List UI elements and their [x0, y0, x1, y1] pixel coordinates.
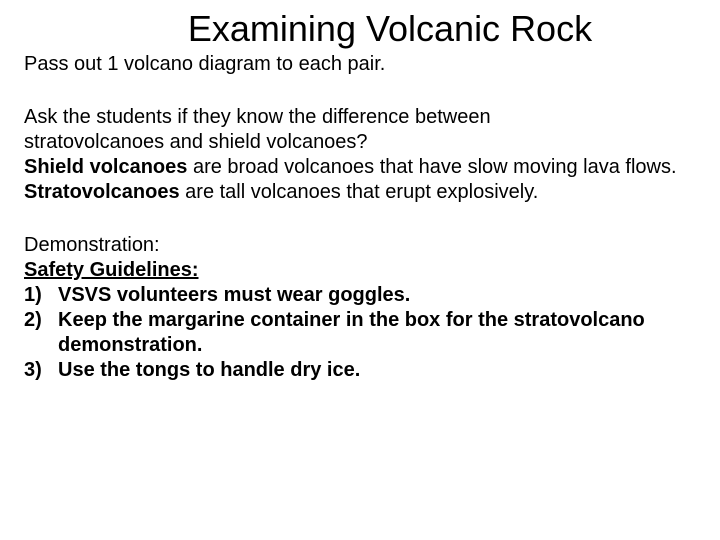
volcano-types-paragraph: Ask the students if they know the differ…	[24, 105, 696, 205]
list-item: 2) Keep the margarine container in the b…	[24, 308, 696, 358]
list-number: 3)	[24, 358, 58, 383]
list-text: VSVS volunteers must wear goggles.	[58, 283, 696, 308]
demonstration-section: Demonstration: Safety Guidelines: 1) VSV…	[24, 233, 696, 383]
question-line1: Ask the students if they know the differ…	[24, 106, 491, 128]
shield-text: are broad volcanoes that have slow movin…	[187, 156, 676, 178]
question-line2: stratovolcanoes and shield volcanoes?	[24, 131, 368, 153]
strato-label: Stratovolcanoes	[24, 181, 180, 203]
list-number: 1)	[24, 283, 58, 308]
intro-paragraph: Pass out 1 volcano diagram to each pair.	[24, 52, 696, 77]
shield-label: Shield volcanoes	[24, 156, 187, 178]
list-number: 2)	[24, 308, 58, 358]
list-item: 3) Use the tongs to handle dry ice.	[24, 358, 696, 383]
safety-guidelines-list: 1) VSVS volunteers must wear goggles. 2)…	[24, 283, 696, 383]
strato-text: are tall volcanoes that erupt explosivel…	[180, 181, 539, 203]
list-item: 1) VSVS volunteers must wear goggles.	[24, 283, 696, 308]
list-text: Use the tongs to handle dry ice.	[58, 358, 696, 383]
safety-guidelines-label: Safety Guidelines:	[24, 258, 696, 283]
slide-title: Examining Volcanic Rock	[24, 8, 696, 50]
list-text: Keep the margarine container in the box …	[58, 308, 696, 358]
demonstration-label: Demonstration:	[24, 233, 696, 258]
